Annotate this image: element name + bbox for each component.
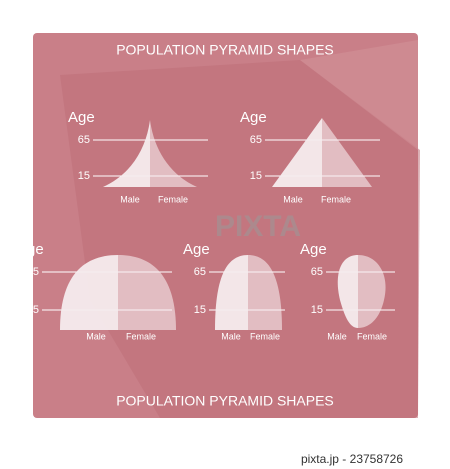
- male-label: Male: [86, 331, 106, 341]
- pyramid-diagram: Age 65 15 Male Female: [17, 241, 176, 341]
- footer-title: POPULATION PYRAMID SHAPES: [116, 393, 334, 409]
- credit: pixta.jp - 23758726: [301, 452, 403, 466]
- male-shape: [103, 120, 150, 187]
- female-label: Female: [158, 194, 188, 204]
- pyramid-diagram: Age 65 15 Male Female: [183, 241, 285, 341]
- age-tick-label: 15: [250, 170, 262, 182]
- female-shape: [322, 118, 372, 187]
- male-shape: [337, 255, 358, 328]
- female-shape: [248, 255, 282, 330]
- background-shade: [300, 40, 418, 150]
- age-tick-label: 15: [78, 170, 90, 182]
- age-tick-label: 65: [311, 266, 323, 278]
- age-tick-label: 15: [311, 304, 323, 316]
- male-label: Male: [120, 194, 140, 204]
- age-label: Age: [240, 109, 267, 126]
- title: POPULATION PYRAMID SHAPES: [116, 42, 334, 58]
- age-tick-label: 15: [27, 304, 39, 316]
- age-tick-label: 65: [250, 134, 262, 146]
- age-tick-label: 15: [194, 304, 206, 316]
- age-label: Age: [300, 241, 327, 258]
- age-tick-label: 65: [78, 134, 90, 146]
- age-label: Age: [68, 109, 95, 126]
- female-label: Female: [357, 331, 387, 341]
- pyramid-diagram: Age 65 15 Male Female: [68, 109, 208, 204]
- female-shape: [358, 255, 386, 328]
- male-shape: [60, 255, 118, 330]
- male-shape: [215, 255, 248, 330]
- watermark: PIXTA: [215, 210, 301, 243]
- age-tick-label: 65: [27, 266, 39, 278]
- pyramid-diagram: Age 65 15 Male Female: [300, 241, 395, 341]
- female-label: Female: [126, 331, 156, 341]
- age-label: Age: [183, 241, 210, 258]
- female-shape: [118, 255, 176, 330]
- male-label: Male: [283, 194, 303, 204]
- male-label: Male: [221, 331, 241, 341]
- female-label: Female: [321, 194, 351, 204]
- female-shape: [150, 120, 197, 187]
- age-tick-label: 65: [194, 266, 206, 278]
- pyramid-diagram: Age 65 15 Male Female: [240, 109, 380, 204]
- age-label: Age: [17, 241, 44, 258]
- male-label: Male: [327, 331, 347, 341]
- female-label: Female: [250, 331, 280, 341]
- diagrams: Age 65 15 Male Female Age 65 15 Male Female Age 65 1…: [17, 109, 395, 341]
- male-shape: [272, 118, 322, 187]
